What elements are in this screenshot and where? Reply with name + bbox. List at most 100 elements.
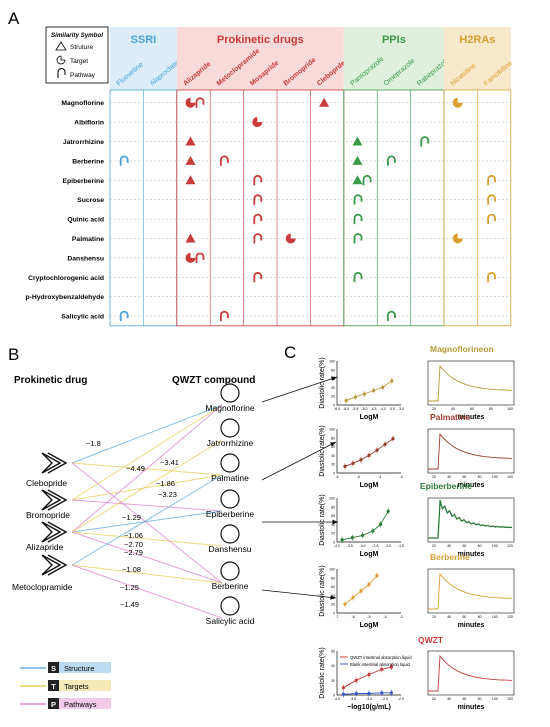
y-tick-label: 20 [331, 603, 335, 607]
time-tick-label: 60 [462, 475, 466, 479]
pathway-mark [253, 194, 263, 205]
structure-mark [185, 233, 196, 243]
y-tick-label: 60 [331, 514, 335, 518]
plot-2: Epiberberine Diastolic rate(%) LogM 0 20 40 60… [319, 481, 515, 558]
compound-row-label: p-Hydroxybenzaldehyde [25, 294, 104, 301]
y-tick-label: 20 [331, 532, 335, 536]
network-edge [71, 499, 223, 512]
pathway-mark [220, 155, 229, 166]
data-point [367, 453, 371, 457]
y-tick-label: 20 [331, 463, 335, 467]
y-tick-label: 100 [329, 360, 335, 364]
data-point [381, 385, 385, 389]
time-tick-label: 120 [507, 544, 513, 548]
data-point [375, 448, 379, 452]
compound-node-label: Epiberberine [206, 509, 254, 519]
network-edge [71, 404, 223, 464]
drug-node-icon [41, 554, 68, 576]
compound-row-label: Salicylic acid [61, 314, 104, 321]
data-point [367, 582, 371, 587]
legend-badge [48, 662, 59, 673]
time-tick-label: 80 [478, 697, 482, 701]
time-trace-line [428, 364, 513, 402]
time-tick-label: 80 [478, 615, 482, 619]
edge-weight-label: −1.49 [120, 600, 139, 609]
time-tick-label: 60 [462, 544, 466, 548]
series-line [345, 380, 393, 402]
data-point [389, 691, 393, 695]
compound-node [220, 418, 240, 438]
data-point [389, 665, 393, 669]
edge-weight-label: −1.29 [122, 513, 141, 522]
group-frame-ppis [343, 89, 445, 327]
y-tick-label: 60 [331, 585, 335, 589]
time-tick-label: 60 [470, 407, 474, 411]
drug-node-label: Alizapride [26, 542, 64, 552]
pathway-mark [487, 271, 496, 283]
network-edge [71, 564, 223, 584]
arrow-head-icon [331, 376, 337, 381]
pathway-mark [487, 174, 496, 186]
legend-badge-letter: S [51, 664, 56, 673]
compound-row-label: Epiberberine [62, 178, 104, 185]
y-tick-label: 60 [331, 377, 335, 381]
time-trace-frame [427, 650, 515, 696]
time-tick-label: 40 [451, 407, 455, 411]
time-tick-label: 100 [492, 475, 498, 479]
data-point [380, 691, 384, 695]
plot-title: Epiberberine [420, 481, 472, 491]
legend-swatch [59, 662, 111, 673]
x-tick-label: -4.5 [371, 407, 377, 411]
y-tick-label: 40 [331, 523, 335, 527]
time-xlabel: minutes [458, 551, 485, 558]
x-tick-label: -5.5 [352, 407, 358, 411]
x-tick-label: -5.0 [361, 407, 367, 411]
series-legend-label: QWZT intestinal absorption liquid [350, 655, 412, 660]
compound-row-label: Danshensu [67, 255, 104, 262]
plot-4: QWZT Diastolic rate(%) −log10(g/mL) 0 20 40 60… [319, 635, 515, 711]
time-tick-label: 20 [432, 697, 436, 701]
data-point [351, 596, 355, 600]
time-trace-line [428, 499, 513, 539]
plot-xlabel: LogM [360, 551, 379, 558]
structure-mark [319, 97, 330, 107]
time-tick-label: 20 [432, 407, 436, 411]
data-point [344, 399, 348, 403]
pathway-mark [353, 213, 363, 225]
x-tick-label: -3.0 [398, 407, 404, 411]
data-point [359, 458, 363, 462]
time-trace-frame [427, 360, 515, 406]
data-point [375, 574, 379, 578]
data-point [354, 678, 358, 682]
network-edge [71, 404, 223, 501]
compound-row-label: Berberine [72, 158, 104, 165]
plot-ylabel: Diastolic rate(%) [319, 357, 326, 408]
panel-label-c: C [284, 343, 296, 362]
data-point [340, 538, 344, 542]
compound-node-label: Jatrorrhizine [207, 438, 254, 448]
arrow-head-icon [330, 442, 336, 447]
x-tick-label: -3.0 [366, 697, 372, 701]
arrow-head-icon [330, 595, 336, 600]
pathway-mark [487, 194, 496, 205]
edge-weight-label: −2.79 [124, 548, 143, 557]
pathway-mark [420, 136, 430, 147]
plot-ylabel: Diastolic rate(%) [319, 647, 326, 698]
x-tick-label: -3 [399, 615, 402, 619]
compound-row-label: Quinic acid [67, 217, 104, 224]
y-tick-label: 100 [329, 428, 335, 432]
data-point [361, 533, 365, 538]
compound-node-label: Salicylic acid [206, 616, 255, 626]
target-mark [285, 233, 296, 244]
structure-mark [352, 155, 363, 165]
legend-badge-letter: P [51, 700, 56, 709]
time-tick-label: 100 [492, 697, 498, 701]
pathway-icon [57, 68, 66, 78]
panel-label-b: B [8, 345, 19, 364]
x-tick-label: -4 [378, 475, 381, 479]
similarity-legend: Similarity Symbol Struture Target Pathwa… [45, 26, 109, 84]
y-tick-label: 0 [333, 541, 335, 545]
x-tick-label: -4.0 [380, 407, 386, 411]
compound-row-label: Magnoflorine [61, 100, 104, 107]
plot-axes [336, 651, 401, 696]
